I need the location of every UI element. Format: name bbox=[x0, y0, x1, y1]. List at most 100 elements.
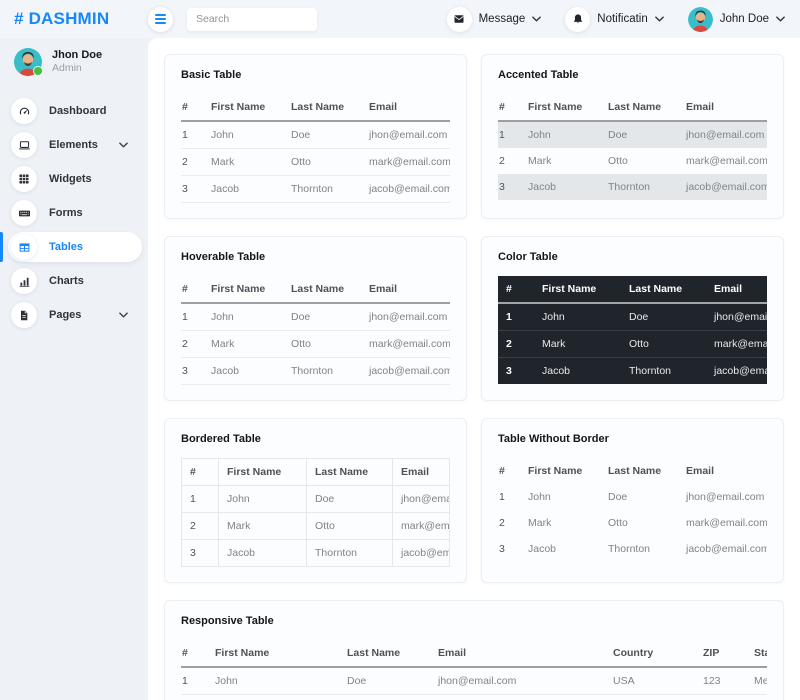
card-title: Table Without Border bbox=[498, 433, 609, 445]
keyboard-icon bbox=[11, 200, 37, 226]
brand-logo[interactable]: # DASHMIN bbox=[14, 9, 110, 28]
basic-table-card: Basic Table # First Name Last Name Email 1 Jo… bbox=[164, 54, 467, 219]
sidebar: Jhon Doe Admin Dashboard Elements Widgets F… bbox=[0, 38, 148, 700]
row-number: 2 bbox=[498, 330, 534, 358]
column-header: Last Name bbox=[290, 94, 368, 122]
table-row[interactable]: 1 John Doe jhon@email.com bbox=[181, 303, 450, 331]
card-title: Responsive Table bbox=[181, 615, 274, 627]
sidebar-item-dashboard[interactable]: Dashboard bbox=[8, 96, 142, 126]
sidebar-nav: Dashboard Elements Widgets Forms Tables Chart… bbox=[0, 96, 148, 332]
table-cell: Doe bbox=[290, 303, 368, 331]
dark-table: # First Name Last Name Email 1 John Doe jhon@em… bbox=[498, 276, 767, 384]
notification-dropdown[interactable]: Notificatin bbox=[565, 6, 664, 32]
row-number: 3 bbox=[499, 181, 505, 193]
column-header: Last Name bbox=[621, 276, 706, 304]
table-cell: Thornton bbox=[608, 543, 651, 555]
envelope-icon bbox=[446, 6, 472, 32]
column-header: Email bbox=[437, 640, 612, 668]
table-cell: Otto bbox=[608, 517, 628, 529]
column-header: First Name bbox=[534, 276, 621, 304]
column-header: Last Name bbox=[306, 458, 393, 486]
table-cell: mark@email.com bbox=[368, 148, 450, 176]
sidebar-user-avatar bbox=[14, 48, 43, 76]
table-cell: Doe bbox=[306, 485, 393, 513]
column-header: # bbox=[181, 640, 214, 668]
card-title: Basic Table bbox=[181, 69, 242, 81]
table-cell: John bbox=[214, 667, 346, 695]
chevron-down-icon bbox=[119, 312, 128, 318]
table-cell: Thornton bbox=[290, 175, 368, 203]
table-cell: jhon@email.com bbox=[714, 311, 767, 323]
borderless-table: # First Name Last Name Email 1 John Doe jhon@em… bbox=[498, 458, 767, 562]
table-header-row: # First Name Last Name Email bbox=[498, 458, 767, 484]
table-cell: Otto bbox=[290, 330, 368, 358]
sidebar-item-tables[interactable]: Tables bbox=[0, 232, 142, 262]
basic-table: # First Name Last Name Email 1 John Doe jhon@em… bbox=[181, 94, 450, 203]
message-dropdown[interactable]: Message bbox=[446, 6, 542, 32]
table-cell: Doe bbox=[629, 311, 649, 323]
column-header: Status bbox=[753, 640, 767, 668]
row-number: 2 bbox=[181, 512, 219, 540]
table-cell: mark@email.com bbox=[706, 330, 767, 358]
table-cell: Otto bbox=[346, 694, 437, 700]
user-avatar bbox=[687, 6, 713, 32]
table-cell: Thornton bbox=[290, 357, 368, 385]
column-header: Country bbox=[612, 640, 702, 668]
color-table-card: Color Table # First Name Last Name Email 1 Jo… bbox=[481, 236, 784, 401]
table-header-row: # First Name Last Name Email bbox=[181, 458, 450, 486]
table-cell: John bbox=[528, 129, 551, 141]
search-input[interactable] bbox=[187, 7, 317, 31]
column-header: First Name bbox=[214, 640, 346, 668]
table-header-row: # First Name Last Name Email bbox=[498, 94, 767, 122]
user-menu[interactable]: John Doe bbox=[687, 6, 785, 32]
column-header: First Name bbox=[527, 94, 607, 122]
table-row[interactable]: 3 Jacob Thornton jacob@email.com bbox=[181, 357, 450, 385]
table-cell: Mark bbox=[210, 330, 290, 358]
table-cell: Jacob bbox=[528, 181, 557, 193]
table-cell: Member bbox=[753, 667, 767, 695]
card-title: Color Table bbox=[498, 251, 558, 263]
table-cell: Otto bbox=[608, 155, 628, 167]
table-cell: Jacob bbox=[210, 357, 290, 385]
table-cell: Otto bbox=[290, 148, 368, 176]
hover-table: # First Name Last Name Email 1 John Doe jhon@em… bbox=[181, 276, 450, 385]
row-number: 3 bbox=[498, 357, 534, 384]
table-cell: 123 bbox=[702, 667, 753, 695]
sidebar-item-pages[interactable]: Pages bbox=[8, 300, 142, 330]
hamburger-icon bbox=[155, 14, 166, 16]
column-header: Email bbox=[368, 276, 450, 304]
table-cell: jhon@email.com bbox=[392, 485, 450, 513]
table-cell: Jacob bbox=[534, 357, 621, 384]
sidebar-item-label: Forms bbox=[49, 207, 83, 219]
table-cell: jacob@email.com bbox=[368, 175, 450, 203]
sidebar-item-label: Widgets bbox=[49, 173, 92, 185]
hamburger-menu-button[interactable] bbox=[148, 6, 173, 32]
card-title: Bordered Table bbox=[181, 433, 261, 445]
sidebar-item-elements[interactable]: Elements bbox=[8, 130, 142, 160]
row-number: 3 bbox=[181, 175, 210, 203]
column-header: Last Name bbox=[346, 640, 437, 668]
table-cell: Mark bbox=[528, 155, 552, 167]
table-cell: mark@email.com bbox=[437, 694, 612, 700]
main-content: Basic Table # First Name Last Name Email 1 Jo… bbox=[148, 38, 800, 700]
column-header: First Name bbox=[210, 94, 290, 122]
chevron-down-icon bbox=[119, 142, 128, 148]
table-cell: Thornton bbox=[621, 357, 706, 384]
table-row[interactable]: 2 Mark Otto mark@email.com bbox=[181, 330, 450, 358]
card-title: Accented Table bbox=[498, 69, 579, 81]
table-cell: mark@email.com bbox=[368, 330, 450, 358]
sidebar-item-charts[interactable]: Charts bbox=[8, 266, 142, 296]
table-cell: Mark bbox=[218, 512, 307, 540]
sidebar-item-forms[interactable]: Forms bbox=[8, 198, 142, 228]
chevron-down-icon bbox=[532, 16, 542, 22]
sidebar-item-widgets[interactable]: Widgets bbox=[8, 164, 142, 194]
bordered-table-card: Bordered Table # First Name Last Name Email… bbox=[164, 418, 467, 583]
grid-icon bbox=[11, 166, 37, 192]
